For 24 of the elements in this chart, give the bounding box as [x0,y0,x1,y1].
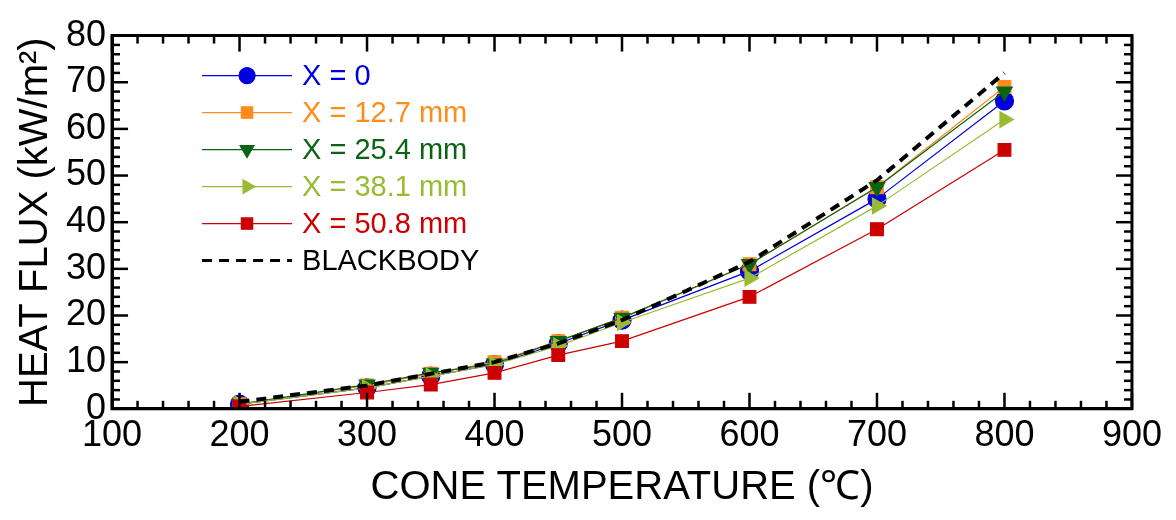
y-tick-label: 40 [66,199,107,241]
x-axis-title: CONE TEMPERATURE (℃) [370,463,874,508]
y-tick-label: 10 [66,339,107,381]
legend-label: X = 25.4 mm [302,132,468,165]
legend-label: X = 12.7 mm [302,95,468,128]
x-tick-label: 900 [1101,413,1163,455]
x-tick-label: 800 [974,413,1035,455]
y-tick-label: 80 [66,12,107,54]
x-tick-label: 700 [846,413,908,455]
y-tick-label: 30 [66,245,107,287]
y-tick-label: 50 [66,152,107,194]
x-tick-label: 600 [719,413,780,455]
legend-label: BLACKBODY [302,243,480,276]
y-tick-label: 60 [66,105,107,147]
legend-label: X = 50.8 mm [302,206,468,239]
x-tick-label: 300 [336,413,398,455]
x-tick-label: 400 [464,413,525,455]
legend-label: X = 38.1 mm [302,169,468,202]
x-tick-label: 500 [591,413,653,455]
y-axis-title: HEAT FLUX (kW/m²) [11,37,56,407]
legend-label: X = 0 [302,58,371,91]
y-tick-label: 20 [66,292,107,334]
x-tick-label: 200 [209,413,270,455]
y-tick-label: 70 [66,59,107,101]
